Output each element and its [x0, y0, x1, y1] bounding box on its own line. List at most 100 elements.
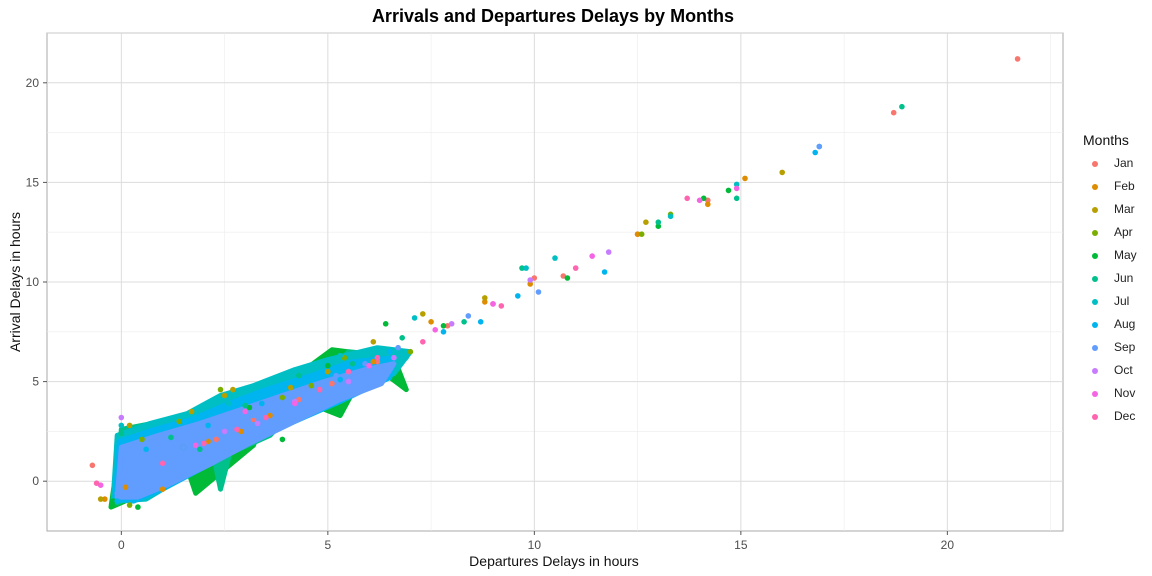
data-point-may: [110, 498, 116, 504]
legend-key-dot: [1092, 253, 1098, 259]
dense-point-cluster: [108, 345, 413, 510]
data-point-sep: [395, 344, 401, 351]
data-point-jun: [242, 402, 248, 409]
legend-label: Aug: [1114, 317, 1136, 331]
data-point-nov: [432, 327, 439, 333]
data-point-sep: [465, 313, 472, 319]
y-axis-label: Arrival Delays in hours: [7, 212, 23, 352]
axis-ticks: 0 5 10 15 20 0 5 10 15 20: [26, 76, 955, 552]
data-point-dec: [316, 386, 323, 393]
data-point-jun: [118, 430, 125, 437]
x-tick-label: 20: [941, 538, 955, 552]
data-point-sep: [114, 490, 120, 497]
legend-label: Apr: [1114, 225, 1133, 239]
legend-label: Feb: [1114, 179, 1135, 193]
data-point-jun: [197, 446, 203, 453]
data-point-feb: [742, 175, 748, 182]
legend-key-dot: [1092, 207, 1098, 213]
legend-label: Nov: [1114, 386, 1136, 400]
legend-key-dot: [1092, 391, 1098, 397]
data-point-apr: [217, 386, 224, 393]
legend-item-aug: Aug: [1083, 317, 1135, 340]
y-tick-label: 0: [32, 474, 39, 488]
data-point-apr: [308, 382, 315, 389]
data-point-sep: [139, 468, 145, 475]
data-point-aug: [387, 348, 393, 355]
data-point-jul: [118, 422, 125, 429]
legend-item-jan: Jan: [1083, 156, 1133, 179]
data-point-jun: [655, 219, 662, 225]
data-point-aug: [205, 422, 211, 429]
data-point-feb: [159, 486, 166, 493]
data-point-jan: [1014, 56, 1021, 62]
data-point-nov: [589, 253, 595, 259]
data-point-sep: [225, 424, 232, 431]
data-point-jul: [304, 366, 311, 373]
data-point-aug: [440, 329, 447, 335]
data-point-jan: [213, 436, 220, 443]
data-point-feb: [634, 231, 641, 237]
data-point-feb: [205, 438, 211, 445]
data-point-dec: [263, 414, 269, 421]
legend-label: Sep: [1114, 340, 1136, 354]
data-point-jul: [225, 400, 232, 407]
data-point-jun: [296, 372, 302, 379]
legend-label: Dec: [1114, 409, 1136, 423]
data-point-sep: [151, 456, 158, 463]
data-point-nov: [292, 400, 298, 407]
data-point-jun: [461, 319, 467, 325]
data-point-oct: [345, 378, 352, 385]
data-point-jul: [172, 414, 178, 421]
data-point-mar: [97, 496, 104, 502]
data-point-oct: [527, 277, 533, 283]
data-point-aug: [114, 498, 120, 504]
data-point-mar: [325, 368, 331, 375]
data-point-dec: [420, 339, 426, 345]
data-point-jan: [329, 380, 335, 387]
data-point-dec: [201, 440, 207, 447]
data-point-jul: [667, 213, 674, 220]
data-point-jan: [89, 462, 96, 469]
data-point-jun: [399, 335, 406, 341]
legend-label: Mar: [1114, 202, 1135, 216]
data-point-jul: [523, 265, 529, 271]
legend-item-jun: Jun: [1083, 271, 1133, 294]
data-point-may: [655, 223, 662, 229]
data-point-dec: [93, 480, 100, 487]
data-point-nov: [696, 197, 703, 204]
data-point-apr: [279, 394, 286, 401]
data-point-mar: [221, 392, 228, 399]
data-point-oct: [254, 420, 261, 427]
x-tick-label: 5: [325, 538, 332, 552]
legend-item-oct: Oct: [1083, 363, 1133, 386]
data-point-feb: [370, 358, 377, 365]
data-point-may: [440, 323, 447, 329]
data-point-aug: [812, 149, 818, 156]
y-tick-label: 20: [26, 76, 40, 90]
data-point-mar: [230, 386, 236, 393]
data-point-jul: [411, 315, 418, 321]
data-point-jun: [349, 360, 356, 367]
data-point-nov: [366, 362, 372, 369]
data-point-jul: [337, 352, 344, 359]
data-point-may: [135, 504, 141, 510]
legend-key-dot: [1092, 184, 1098, 190]
data-point-dec: [572, 265, 579, 271]
data-point-jul: [552, 255, 558, 261]
data-point-apr: [176, 418, 182, 425]
data-point-jun: [899, 103, 905, 110]
legend-label: Jun: [1114, 271, 1134, 285]
legend-key-dot: [1092, 161, 1098, 167]
data-point-aug: [477, 319, 484, 325]
data-point-dec: [234, 426, 240, 433]
data-point-oct: [605, 249, 612, 255]
cluster-layer: [114, 361, 397, 500]
data-point-jan: [890, 109, 897, 116]
legend-item-apr: Apr: [1083, 225, 1133, 248]
data-point-oct: [391, 354, 397, 361]
x-tick-label: 0: [118, 538, 125, 552]
data-point-oct: [221, 428, 228, 435]
data-point-aug: [515, 293, 521, 299]
data-point-mar: [482, 295, 488, 301]
